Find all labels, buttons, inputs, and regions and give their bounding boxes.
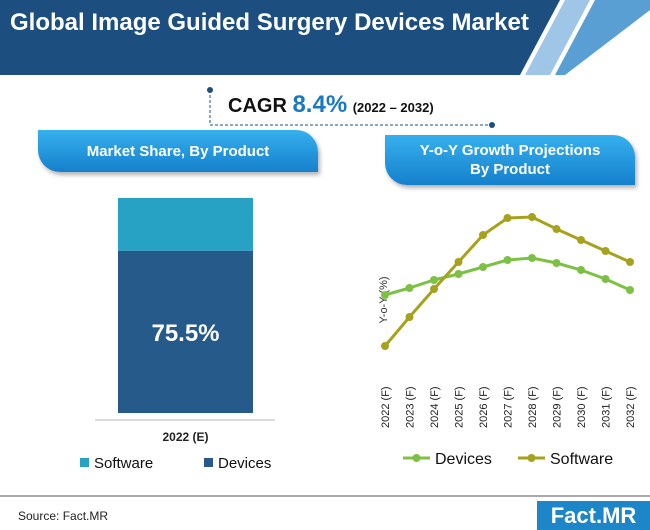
cagr: CAGR 8.4% (2022 – 2032) [228,91,434,119]
chart-title: Market Share, By Product [38,130,318,172]
x-tick-label: 2026 (F) [478,386,490,428]
title: Global Image Guided Surgery Devices Mark… [10,9,529,36]
x-tick-label: 2024 (F) [429,386,441,428]
x-tick-label: 2022 (F) [380,386,392,428]
bar-segment [118,198,253,251]
legend-label: Software [550,451,613,468]
header-stripe [525,0,590,75]
point [430,276,438,284]
point [503,256,512,264]
header-band [0,0,560,75]
point [479,231,487,239]
point [552,225,561,233]
chart-title-text: Y-o-Y Growth Projections By Product [419,142,601,178]
source: Source: Fact.MR [18,509,109,523]
x-tick-label: 2031 (F) [601,386,613,428]
point [405,284,414,292]
chart-title: Y-o-Y Growth Projections By Product [385,135,635,185]
series-line [383,215,631,347]
legend-label: Devices [435,451,492,468]
point [430,285,438,293]
legend-swatch [80,458,89,467]
x-tick-label: 2032 (F) [625,386,637,428]
value-label: 75.5% [151,320,219,347]
point [503,214,512,222]
point [454,270,463,278]
connector-dot [489,122,495,128]
header-stripe [555,0,650,75]
legend-label: Devices [218,455,271,472]
point [601,275,610,283]
x-tick-label: 2030 (F) [576,386,588,428]
legend-label: Software [94,455,153,472]
cagr-value: 8.4% [292,91,348,118]
legend-swatch [204,458,213,467]
x-tick-label: 2023 (F) [405,386,417,428]
point [528,213,536,221]
logo: Fact.MR [537,501,650,530]
x-tick-label: 2025 (F) [454,386,466,428]
x-tick-label: 2022 (E) [162,430,208,444]
x-tick-label: 2028 (F) [527,386,539,428]
point [552,259,561,267]
point [405,313,414,321]
point [528,254,536,262]
point [479,263,487,271]
y-axis-label: Y-o-Y (%) [378,276,390,323]
legend-dot [412,454,421,462]
point [577,236,585,244]
x-tick-label: 2029 (F) [552,386,564,428]
point [381,291,389,299]
point [626,258,634,266]
point [626,286,634,294]
connector-dot [207,87,213,93]
point [601,247,610,255]
point [577,266,585,274]
cagr-period: (2022 – 2032) [352,100,434,115]
bar-segment [118,250,253,413]
cagr-label: CAGR [228,95,287,117]
point [454,258,463,266]
legend-dot [527,454,536,462]
x-tick-label: 2027 (F) [503,386,515,428]
point [381,342,389,350]
